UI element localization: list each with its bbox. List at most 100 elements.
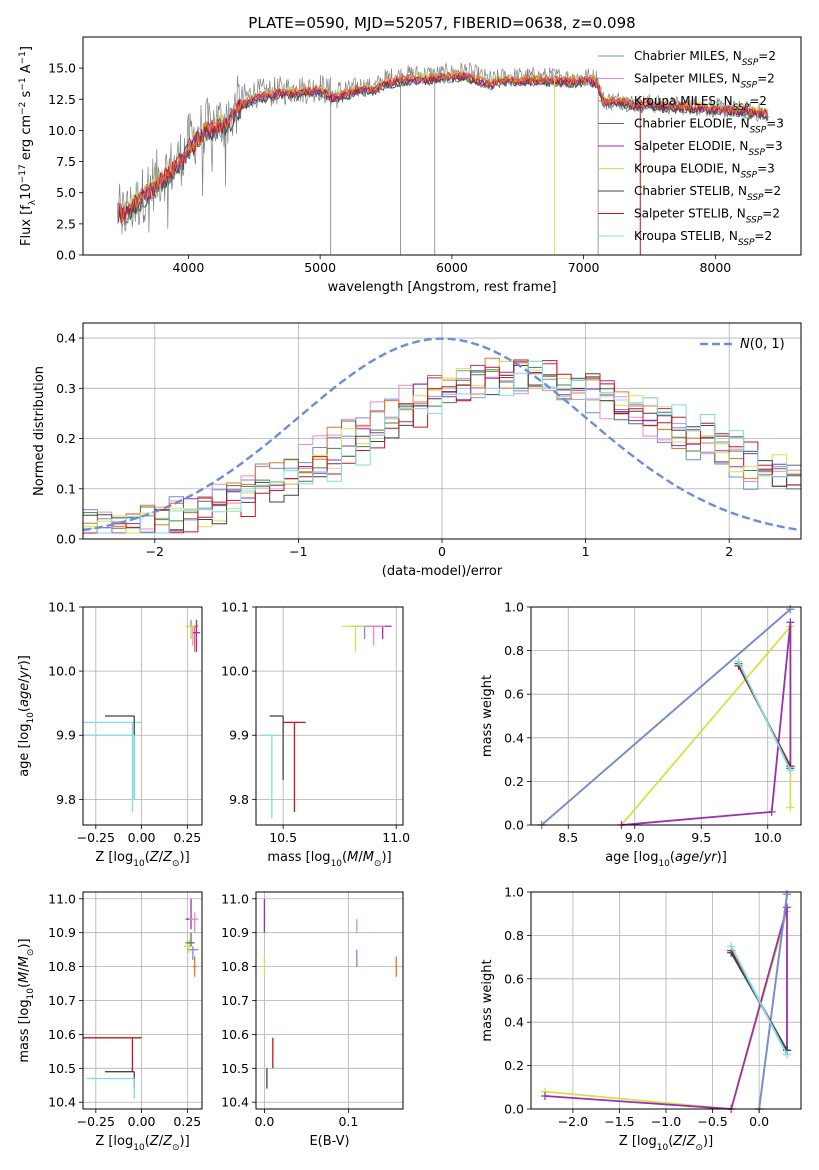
x-tick-label: −1.5 [604,1114,634,1129]
mass-weight-line [620,624,792,826]
y-tick-label: 0.0 [56,532,76,547]
mass-weight-marker [783,1050,792,1059]
x-tick-label: 0.1 [338,1114,358,1129]
y-tick-label: 10.4 [48,1095,76,1110]
y-tick-label: 0.2 [504,1058,524,1073]
normal-distribution-curve [82,337,802,532]
y-tick-label: 12.5 [48,92,76,107]
mass-weight-marker [734,657,743,666]
y-tick-label: 10.9 [221,925,249,940]
y-tick-label: 10.6 [48,1027,76,1042]
y-tick-label: 10.5 [221,1061,249,1076]
x-tick-label: 0 [438,544,446,559]
y-tick-label: 0.8 [504,928,524,943]
residual-histogram-axes: −2 −1 0 1 2 0.0 0.1 0.2 0.3 0.4 N(0, 1) (data-mod… [32,322,802,579]
mass-weight-vs-age-ylabel: mass weight [480,675,495,757]
y-tick-label: 0.6 [504,687,524,702]
x-tick-label: 0.0 [749,1114,769,1129]
x-tick-label: 0.25 [173,1114,201,1129]
figure-title: PLATE=0590, MJD=52057, FIBERID=0638, z=0… [248,14,635,32]
mass-weight-marker [786,803,795,812]
mass-weight-marker [783,903,792,912]
y-tick-label: 0.6 [504,971,524,986]
x-tick-label: −0.5 [697,1114,727,1129]
y-tick-label: 10.7 [221,993,249,1008]
x-tick-label: 9.0 [625,830,645,845]
mass-weight-line [541,608,791,826]
x-tick-label: −0.25 [77,1114,115,1129]
y-tick-label: 0.1 [56,481,76,496]
y-tick-label: 10.8 [221,959,249,974]
x-tick-label: 7000 [568,260,600,275]
residual-histogram-step [83,361,801,534]
legend-entry: Salpeter ELODIE, NSSP=3 [634,139,783,158]
y-tick-label: 10.1 [221,600,249,615]
y-tick-label: 0.4 [504,1015,524,1030]
x-tick-label: 2 [725,544,733,559]
histogram-ylabel: Normed distribution [32,366,47,496]
mass-weight-vs-Z-axes: −2.0 −1.5 −1.0 −0.5 0.0 0.0 0.2 0.4 0.6 0.8 1.0 Z … [480,885,802,1153]
y-tick-label: 10.0 [221,664,249,679]
y-tick-label: 15.0 [48,61,76,76]
mass-weight-vs-age-axes: 8.5 9.0 9.5 10.0 0.0 0.2 0.4 0.6 0.8 1.0 age [log… [480,600,802,869]
mass-weight-line [737,661,792,771]
x-tick-label: 9.5 [691,830,711,845]
x-tick-label: −1.0 [651,1114,681,1129]
mass-vs-ebv-xlabel: E(B-V) [309,1134,349,1149]
x-tick-label: 5000 [304,260,336,275]
mass-vs-ebv-frame [255,891,404,1110]
x-tick-label: 10.5 [269,830,297,845]
age-vs-Z-frame [82,606,203,826]
x-tick-label: 11.0 [382,830,410,845]
x-tick-label: 1 [582,544,590,559]
y-tick-label: 10.1 [48,600,76,615]
legend-entry: Kroupa MILES, NSSP=2 [634,94,767,113]
spectrum-frame [82,36,802,256]
y-tick-label: 5.0 [56,185,76,200]
y-tick-label: 10.0 [48,123,76,138]
legend-entry: Chabrier ELODIE, NSSP=3 [634,117,784,136]
age-vs-mass-xlabel: mass [log10(M/M⊙)] [267,850,391,869]
mass-vs-ebv-axes: 0.0 0.1 10.4 10.5 10.6 10.7 10.8 10.9 11.0 E(B-V… [221,891,404,1149]
age-vs-Z-ylabel: age [log10(age/yr)] [17,655,36,777]
age-vs-mass-axes: 10.5 11.0 9.8 9.9 10.0 10.1 mass [log10(M/M⊙)… [221,600,410,870]
mass-weight-marker [727,942,736,951]
x-tick-label: 8000 [699,260,731,275]
mass-vs-Z-ylabel: mass [log10(M/M⊙)] [17,938,36,1062]
residual-histogram-step [83,361,801,534]
histogram-xlabel: (data-model)/error [382,564,503,579]
y-tick-label: 9.8 [56,792,76,807]
x-tick-label: 0.25 [173,830,201,845]
x-tick-label: 6000 [436,260,468,275]
mass-weight-marker [786,618,795,627]
y-tick-label: 7.5 [56,154,76,169]
legend-entry: N(0, 1) [740,337,785,352]
spectrum-ylabel: Flux [fλ10−17 erg cm−2 s−1 A−1] [18,46,38,246]
y-tick-label: 0.8 [504,643,524,658]
y-tick-label: 10.5 [48,1061,76,1076]
legend-entry: Salpeter STELIB, NSSP=2 [634,207,780,226]
y-tick-label: 0.4 [504,730,524,745]
x-tick-label: −1 [289,544,307,559]
x-tick-label: 4000 [172,260,204,275]
mass-weight-line [730,945,788,1056]
age-vs-Z-xlabel: Z [log10(Z/Z⊙)] [95,850,189,869]
y-tick-label: 10.8 [48,959,76,974]
age-vs-Z-axes: −0.25 0.00 0.25 9.8 9.9 10.0 10.1 Z [log10(Z/Z… [17,600,203,869]
y-tick-label: 0.2 [56,431,76,446]
mass-vs-Z-axes: −0.25 0.00 0.25 10.4 10.5 10.6 10.7 10.8 10.9 11.… [17,891,203,1153]
y-tick-label: 9.9 [56,728,76,743]
mass-weight-vs-age-xlabel: age [log10(age/yr)] [605,850,727,869]
mass-weight-marker [767,807,776,816]
y-tick-label: 9.8 [229,792,249,807]
y-tick-label: 0.3 [56,381,76,396]
mass-vs-Z-frame [82,891,203,1110]
mass-weight-marker [540,1091,549,1100]
y-tick-label: 0.0 [504,818,524,833]
x-tick-label: 0.0 [254,1114,274,1129]
x-tick-label: 8.5 [558,830,578,845]
y-tick-label: 11.0 [48,891,76,906]
mass-weight-line [544,906,788,1110]
x-tick-label: −2.0 [558,1114,588,1129]
